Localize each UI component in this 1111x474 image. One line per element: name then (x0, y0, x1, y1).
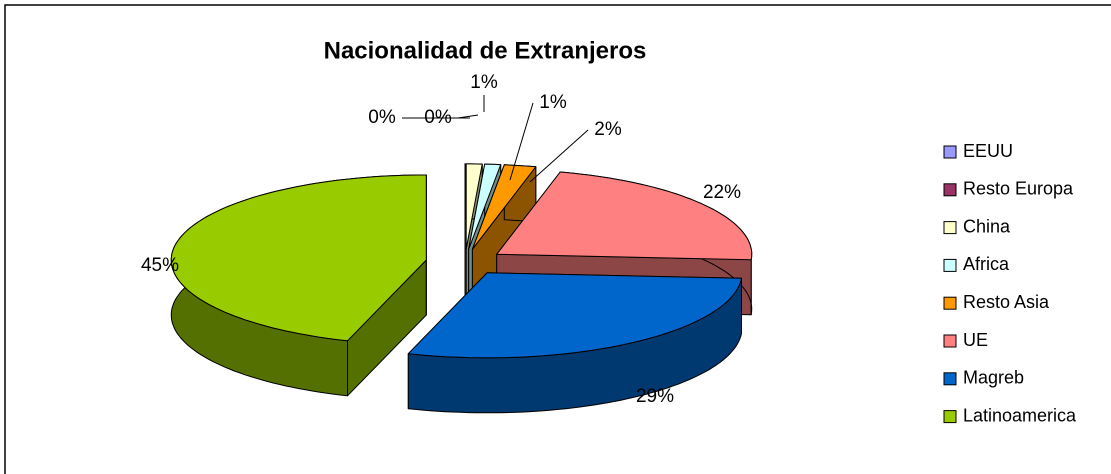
data-label: 2% (594, 119, 622, 140)
data-label: 1% (470, 72, 498, 93)
leader-line (457, 114, 479, 119)
legend-label: UE (963, 330, 988, 350)
legend: EEUU Resto Europa China Africa Resto Asia UE M… (943, 141, 1077, 425)
slice (468, 163, 502, 250)
legend-swatch (943, 334, 957, 348)
legend-swatch (943, 410, 957, 424)
data-label: 45% (141, 255, 179, 276)
legend-swatch (943, 145, 957, 159)
pie: 0% 0% 1% 1% 2% 22% 29% 45% (141, 72, 753, 414)
slice (407, 272, 742, 359)
slice (471, 164, 537, 250)
slice (465, 163, 483, 250)
data-label: 29% (636, 386, 674, 407)
data-label: 22% (703, 182, 741, 203)
chart-title: Nacionalidad de Extranjeros (324, 37, 647, 64)
slice (496, 171, 753, 261)
data-label: 0% (424, 107, 452, 128)
legend-label: Resto Europa (963, 179, 1074, 199)
legend-label: Latinoamerica (963, 405, 1077, 425)
legend-swatch (943, 296, 957, 310)
legend-swatch (943, 258, 957, 272)
legend-label: EEUU (963, 141, 1013, 161)
legend-label: Resto Asia (963, 292, 1050, 312)
legend-label: Magreb (963, 368, 1024, 388)
leader-line (509, 102, 534, 181)
data-label: 1% (539, 92, 567, 113)
leader-line (529, 129, 589, 183)
legend-label: Africa (963, 254, 1010, 274)
legend-swatch (943, 372, 957, 386)
data-label: 0% (368, 107, 396, 128)
slice (170, 174, 427, 342)
legend-label: China (963, 216, 1011, 236)
legend-swatch (943, 221, 957, 235)
legend-swatch (943, 183, 957, 197)
